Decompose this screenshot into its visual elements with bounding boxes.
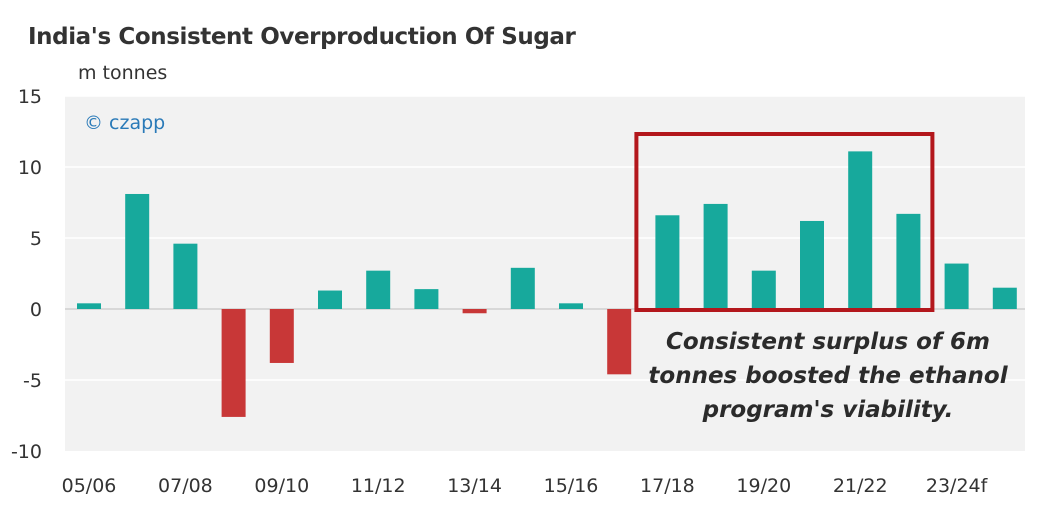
y-axis-ticks: 15 10 5 0 -5 -10 bbox=[11, 86, 42, 463]
bar-05-06 bbox=[77, 303, 101, 309]
bar-16-17 bbox=[607, 309, 632, 375]
x-tick-label: 05/06 bbox=[62, 475, 117, 497]
annotation-line: program's viability. bbox=[702, 397, 954, 423]
annotation-line: Consistent surplus of 6m bbox=[666, 329, 990, 355]
y-axis-unit-label: m tonnes bbox=[78, 62, 168, 84]
y-tick-label: 10 bbox=[18, 157, 42, 179]
chart-title: India's Consistent Overproduction Of Sug… bbox=[28, 24, 576, 50]
x-axis-ticks: 05/06 07/08 09/10 11/12 13/14 15/16 17/18 19/20… bbox=[62, 475, 989, 497]
y-tick-label: 5 bbox=[30, 228, 42, 250]
x-tick-label: 07/08 bbox=[158, 475, 213, 497]
bar-08-09 bbox=[221, 309, 246, 417]
x-tick-label: 11/12 bbox=[351, 475, 406, 497]
bar-24-25f bbox=[992, 287, 1017, 309]
bar-10-11 bbox=[318, 290, 342, 309]
bar-23-24f bbox=[944, 263, 969, 309]
annotation-text: Consistent surplus of 6m tonnes boosted t… bbox=[648, 329, 1008, 423]
bar-20-21 bbox=[800, 220, 824, 309]
x-tick-label: 23/24f bbox=[926, 475, 989, 497]
bar-21-22 bbox=[848, 151, 873, 309]
bar-12-13 bbox=[414, 289, 439, 309]
annotation-line: tonnes boosted the ethanol bbox=[648, 363, 1008, 389]
bar-14-15 bbox=[510, 267, 535, 309]
x-tick-label: 13/14 bbox=[447, 475, 502, 497]
bar-11-12 bbox=[366, 270, 391, 309]
bar-06-07 bbox=[125, 193, 150, 309]
bar-13-14 bbox=[462, 309, 487, 314]
x-tick-label: 17/18 bbox=[640, 475, 695, 497]
bar-18-19 bbox=[703, 203, 728, 309]
bar-09-10 bbox=[269, 309, 294, 363]
bar-15-16 bbox=[559, 303, 583, 309]
x-tick-label: 09/10 bbox=[254, 475, 309, 497]
highlight-box bbox=[634, 132, 935, 312]
czapp-logo: © czapp bbox=[84, 112, 165, 134]
bar-22-23 bbox=[896, 213, 921, 309]
bar-19-20 bbox=[751, 270, 776, 309]
y-tick-label: -5 bbox=[23, 370, 42, 392]
y-tick-label: 15 bbox=[18, 86, 42, 108]
bars bbox=[77, 151, 1017, 417]
bar-07-08 bbox=[173, 243, 198, 309]
x-tick-label: 21/22 bbox=[833, 475, 888, 497]
x-tick-label: 15/16 bbox=[544, 475, 599, 497]
x-tick-label: 19/20 bbox=[736, 475, 791, 497]
y-tick-label: -10 bbox=[11, 441, 42, 463]
y-tick-label: 0 bbox=[30, 299, 42, 321]
bar-17-18 bbox=[655, 215, 680, 309]
